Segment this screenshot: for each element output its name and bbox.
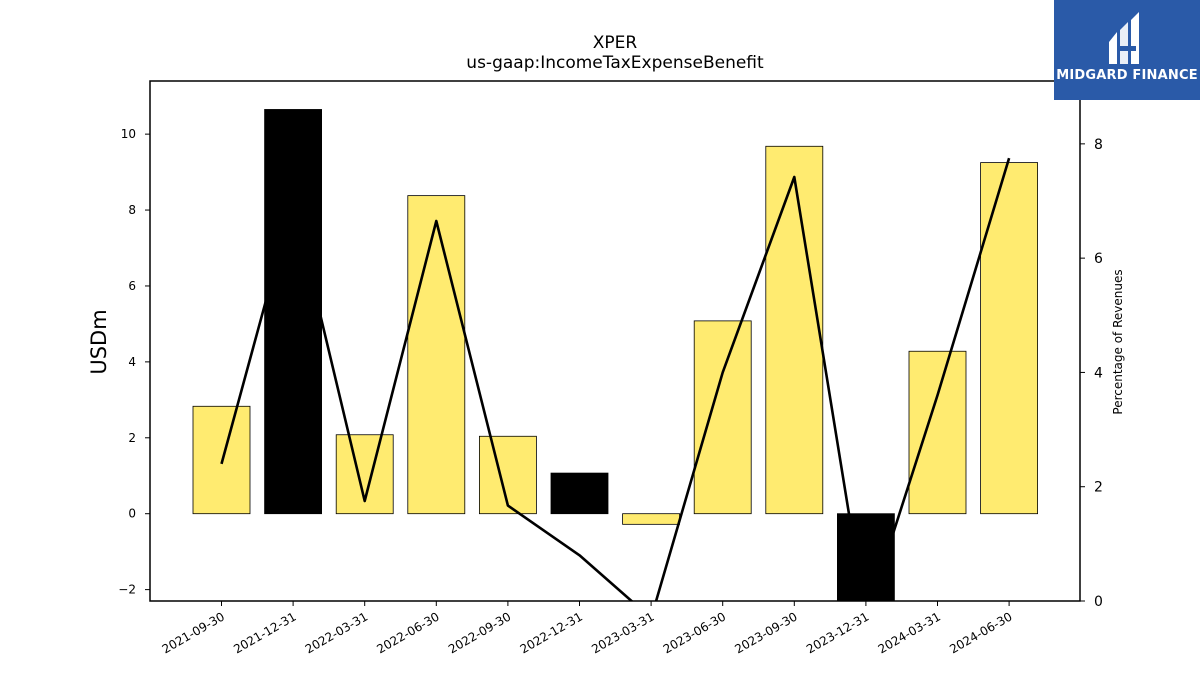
x-tick-label: 2022-12-31 xyxy=(518,609,585,656)
y-axis-label: USDm xyxy=(87,309,111,374)
bar-2023-09-30 xyxy=(765,145,824,515)
x-tick-label: 2023-09-30 xyxy=(732,609,799,656)
x-tick-label: 2021-09-30 xyxy=(160,609,227,656)
y2-tick-label: 4 xyxy=(1094,365,1103,381)
bar-2022-12-31 xyxy=(550,472,609,515)
x-tick-label: 2023-06-30 xyxy=(661,609,728,656)
y-tick-label: 8 xyxy=(128,203,136,217)
bar-2023-03-31 xyxy=(622,513,680,525)
bars-layer xyxy=(192,109,1038,601)
logo-mark-icon xyxy=(1109,12,1139,64)
y-tick-label: 4 xyxy=(128,355,136,369)
plot-frame xyxy=(149,80,1081,602)
y2-axis-label: Percentage of Revenues xyxy=(1111,269,1125,414)
y-tick-label: 2 xyxy=(128,431,136,445)
y2-tick-label: 8 xyxy=(1094,137,1103,153)
bar-2022-06-30 xyxy=(407,195,466,515)
y2-tick-label: 2 xyxy=(1094,480,1103,496)
y-tick-label: 0 xyxy=(128,507,136,521)
logo-text: MIDGARD FINANCE xyxy=(1056,68,1198,83)
line-layer xyxy=(220,157,1011,601)
x-tick-label: 2021-12-31 xyxy=(231,609,298,656)
x-tick-label: 2024-06-30 xyxy=(947,609,1014,656)
x-tick-label: 2022-06-30 xyxy=(374,609,441,656)
chart-title: XPER xyxy=(593,33,638,53)
y2-tick-label: 6 xyxy=(1094,251,1103,267)
x-tick-label: 2022-09-30 xyxy=(446,609,513,656)
y-ticks: −2 0 2 4 6 8 10 xyxy=(118,127,150,597)
bar-2022-09-30 xyxy=(478,435,537,515)
x-ticks: 2021-09-30 2021-12-31 2022-03-31 2022-06-30… xyxy=(160,601,1015,656)
y-tick-label: 6 xyxy=(128,279,136,293)
x-tick-label: 2024-03-31 xyxy=(876,609,943,656)
x-tick-label: 2022-03-31 xyxy=(303,609,370,656)
bar-2023-06-30 xyxy=(693,320,752,515)
y-tick-label: 10 xyxy=(121,127,136,141)
x-tick-label: 2023-03-31 xyxy=(589,609,656,656)
bar-2021-12-31 xyxy=(264,109,323,515)
bar-2024-03-31 xyxy=(908,350,967,515)
x-tick-label: 2023-12-31 xyxy=(804,609,871,656)
y-tick-label: −2 xyxy=(118,583,136,597)
brand-logo: MIDGARD FINANCE xyxy=(1054,0,1200,100)
chart-subtitle: us-gaap:IncomeTaxExpenseBenefit xyxy=(466,53,764,73)
y2-ticks: 0 2 4 6 8 xyxy=(1080,137,1103,610)
y2-tick-label: 0 xyxy=(1094,594,1103,610)
percentage-line xyxy=(220,157,1011,601)
bar-2024-06-30 xyxy=(980,162,1038,515)
